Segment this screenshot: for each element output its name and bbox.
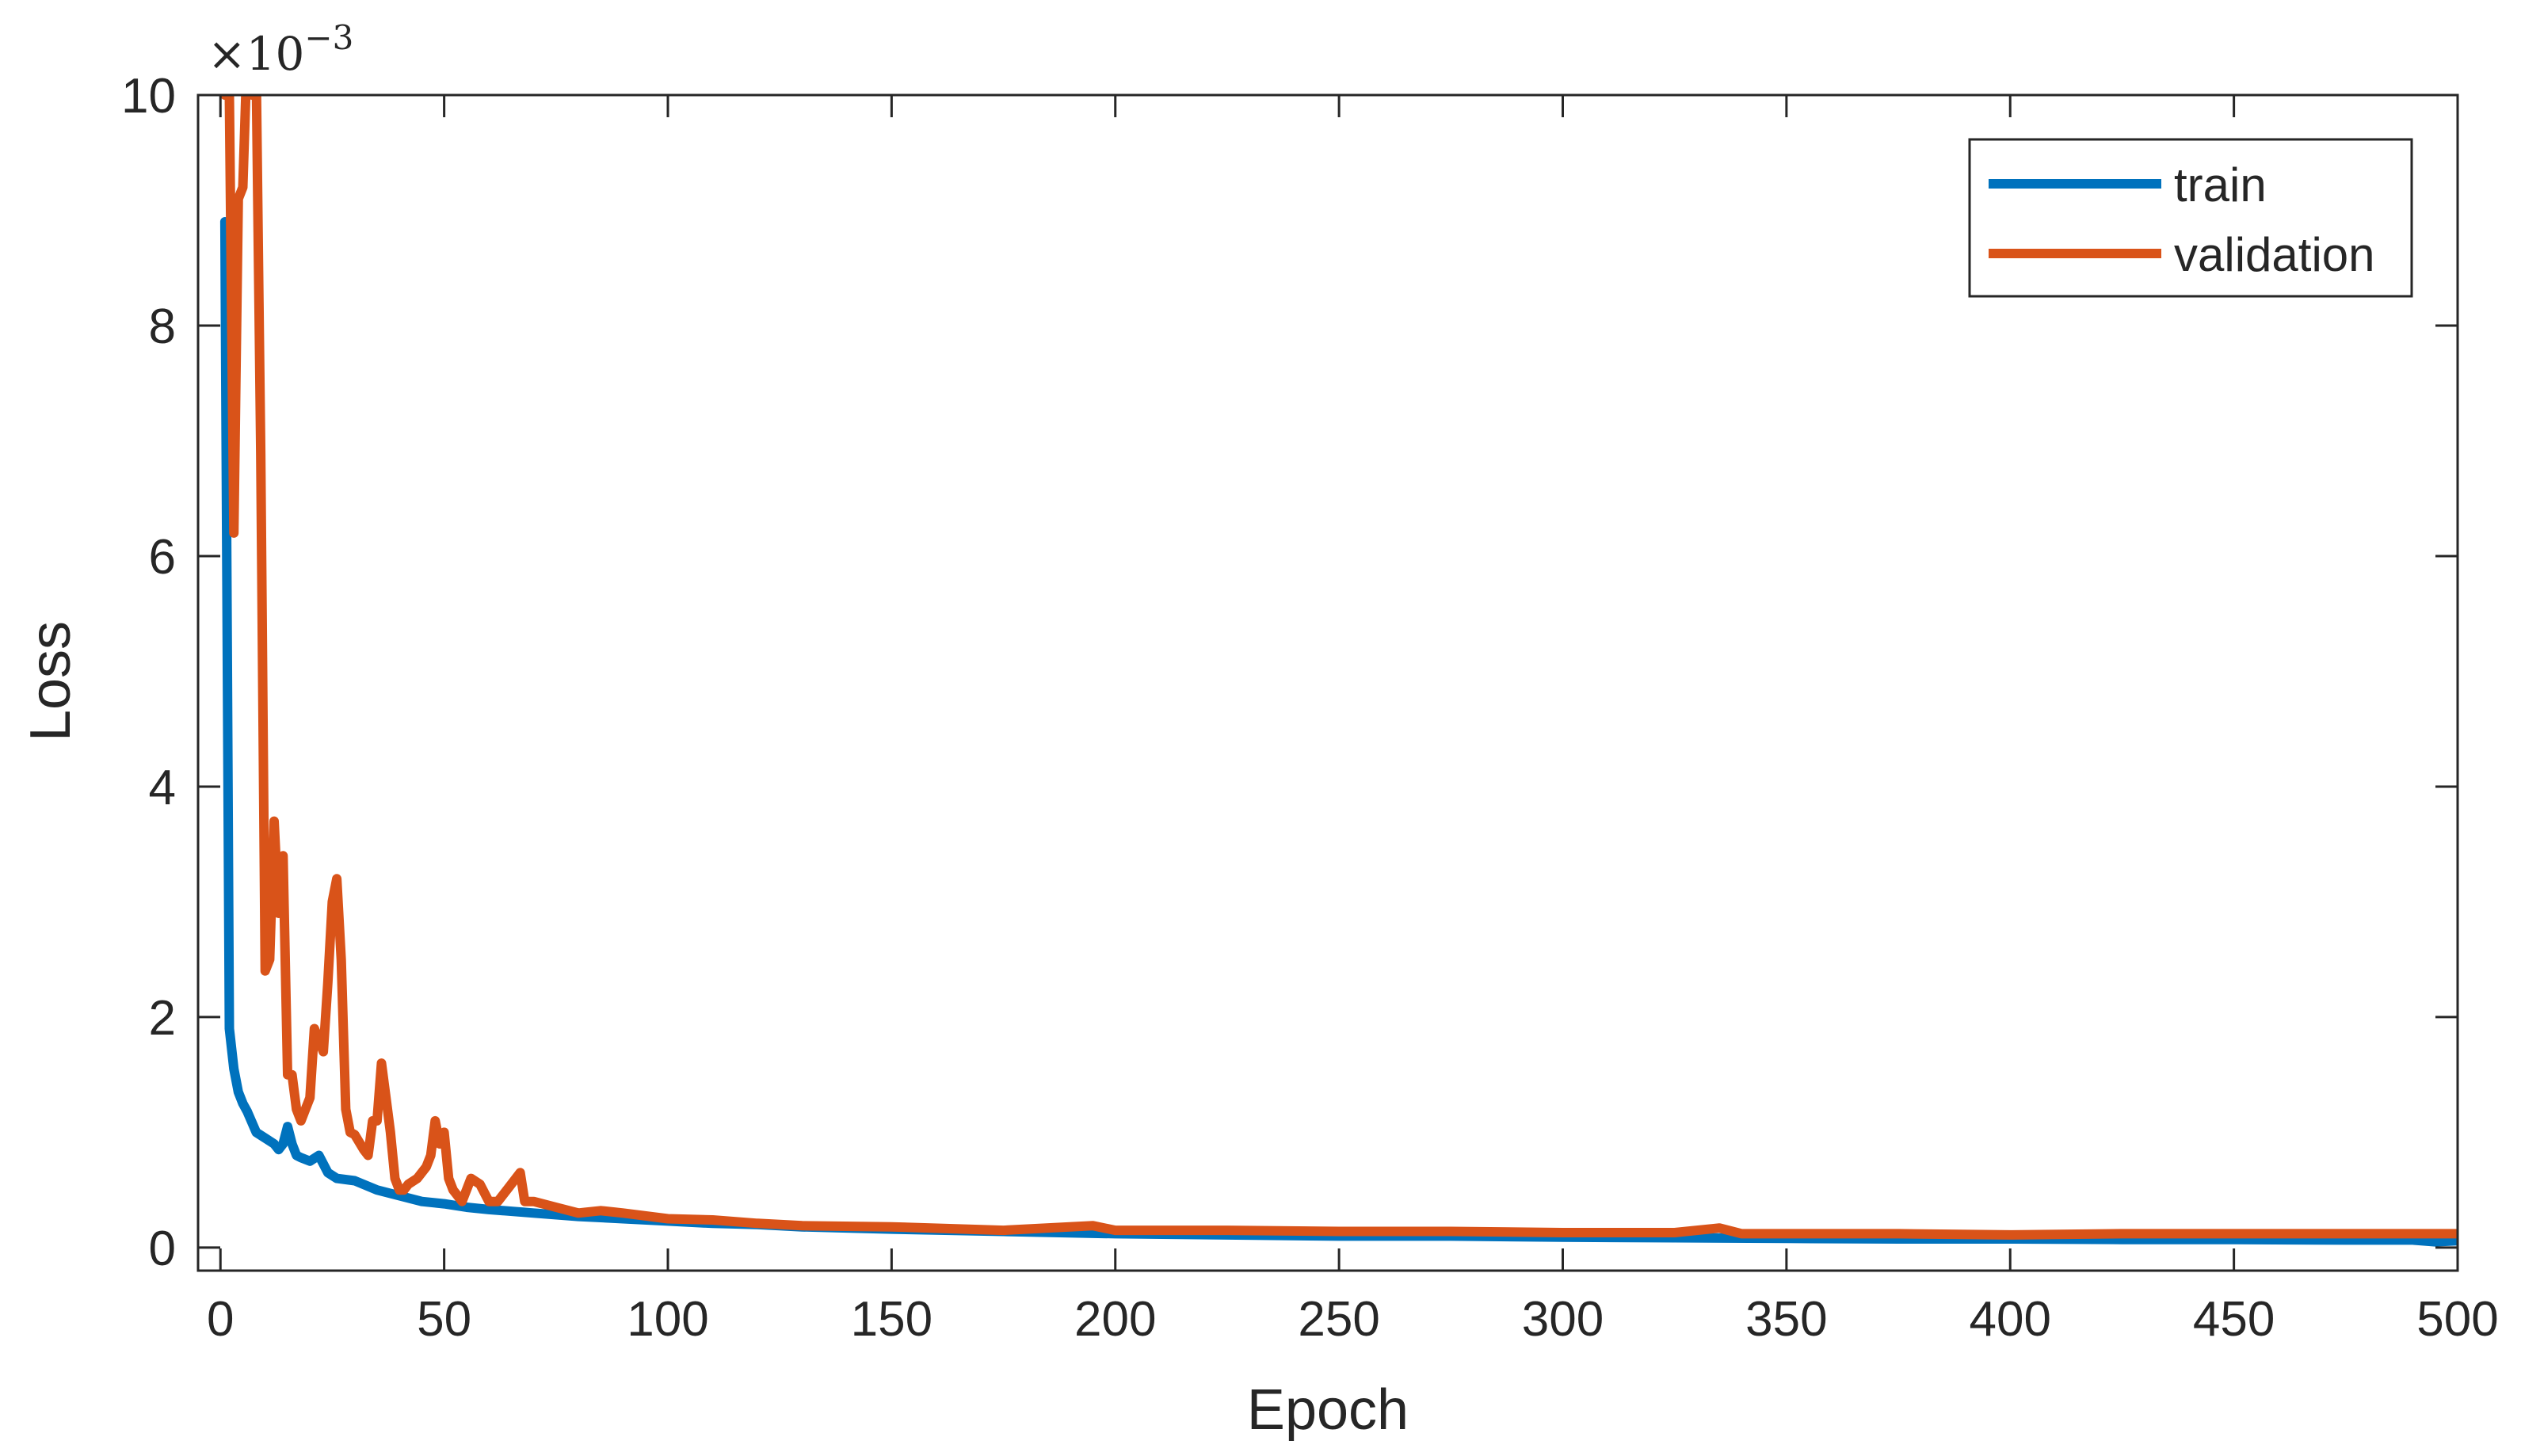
- y-tick-label: 6: [149, 530, 176, 585]
- x-axis-title: Epoch: [1247, 1378, 1409, 1442]
- x-tick-label: 250: [1298, 1292, 1379, 1347]
- plot-area-frame: [196, 93, 2459, 1272]
- y-axis-multiplier-base: ×10: [208, 27, 304, 81]
- x-tick-label: 350: [1745, 1292, 1827, 1347]
- legend-box: [1968, 138, 2413, 298]
- y-tick-label: 10: [121, 69, 176, 124]
- y-axis-multiplier: ×10−3: [208, 18, 353, 81]
- x-tick-label: 400: [1970, 1292, 2051, 1347]
- legend-label-validation: validation: [2174, 228, 2375, 281]
- x-tick-label: 100: [627, 1292, 708, 1347]
- y-axis-title: Loss: [19, 621, 82, 741]
- x-tick-label: 50: [417, 1292, 471, 1347]
- legend-label-train: train: [2174, 158, 2267, 212]
- y-axis-multiplier-exponent: −3: [304, 18, 353, 57]
- x-tick-label: 300: [1522, 1292, 1604, 1347]
- x-tick-label: 450: [2193, 1292, 2275, 1347]
- y-tick-label: 2: [149, 991, 176, 1046]
- x-tick-label: 200: [1074, 1292, 1156, 1347]
- y-tick-label: 4: [149, 760, 176, 815]
- series-layer: [219, 95, 2458, 1247]
- axes-layer: [196, 93, 2459, 1272]
- y-tick-label: 8: [149, 299, 176, 354]
- x-tick-label: 0: [207, 1292, 234, 1347]
- y-tick-label: 0: [149, 1222, 176, 1276]
- tick-layer: 0 50 100 150 200 250 300 350 400 450 500 0 2 4 6 8 10: [121, 69, 2499, 1347]
- x-tick-label: 150: [851, 1292, 933, 1347]
- series-line-validation: [219, 95, 2458, 1240]
- legend: train validation: [1968, 138, 2413, 298]
- x-tick-label: 500: [2416, 1292, 2498, 1347]
